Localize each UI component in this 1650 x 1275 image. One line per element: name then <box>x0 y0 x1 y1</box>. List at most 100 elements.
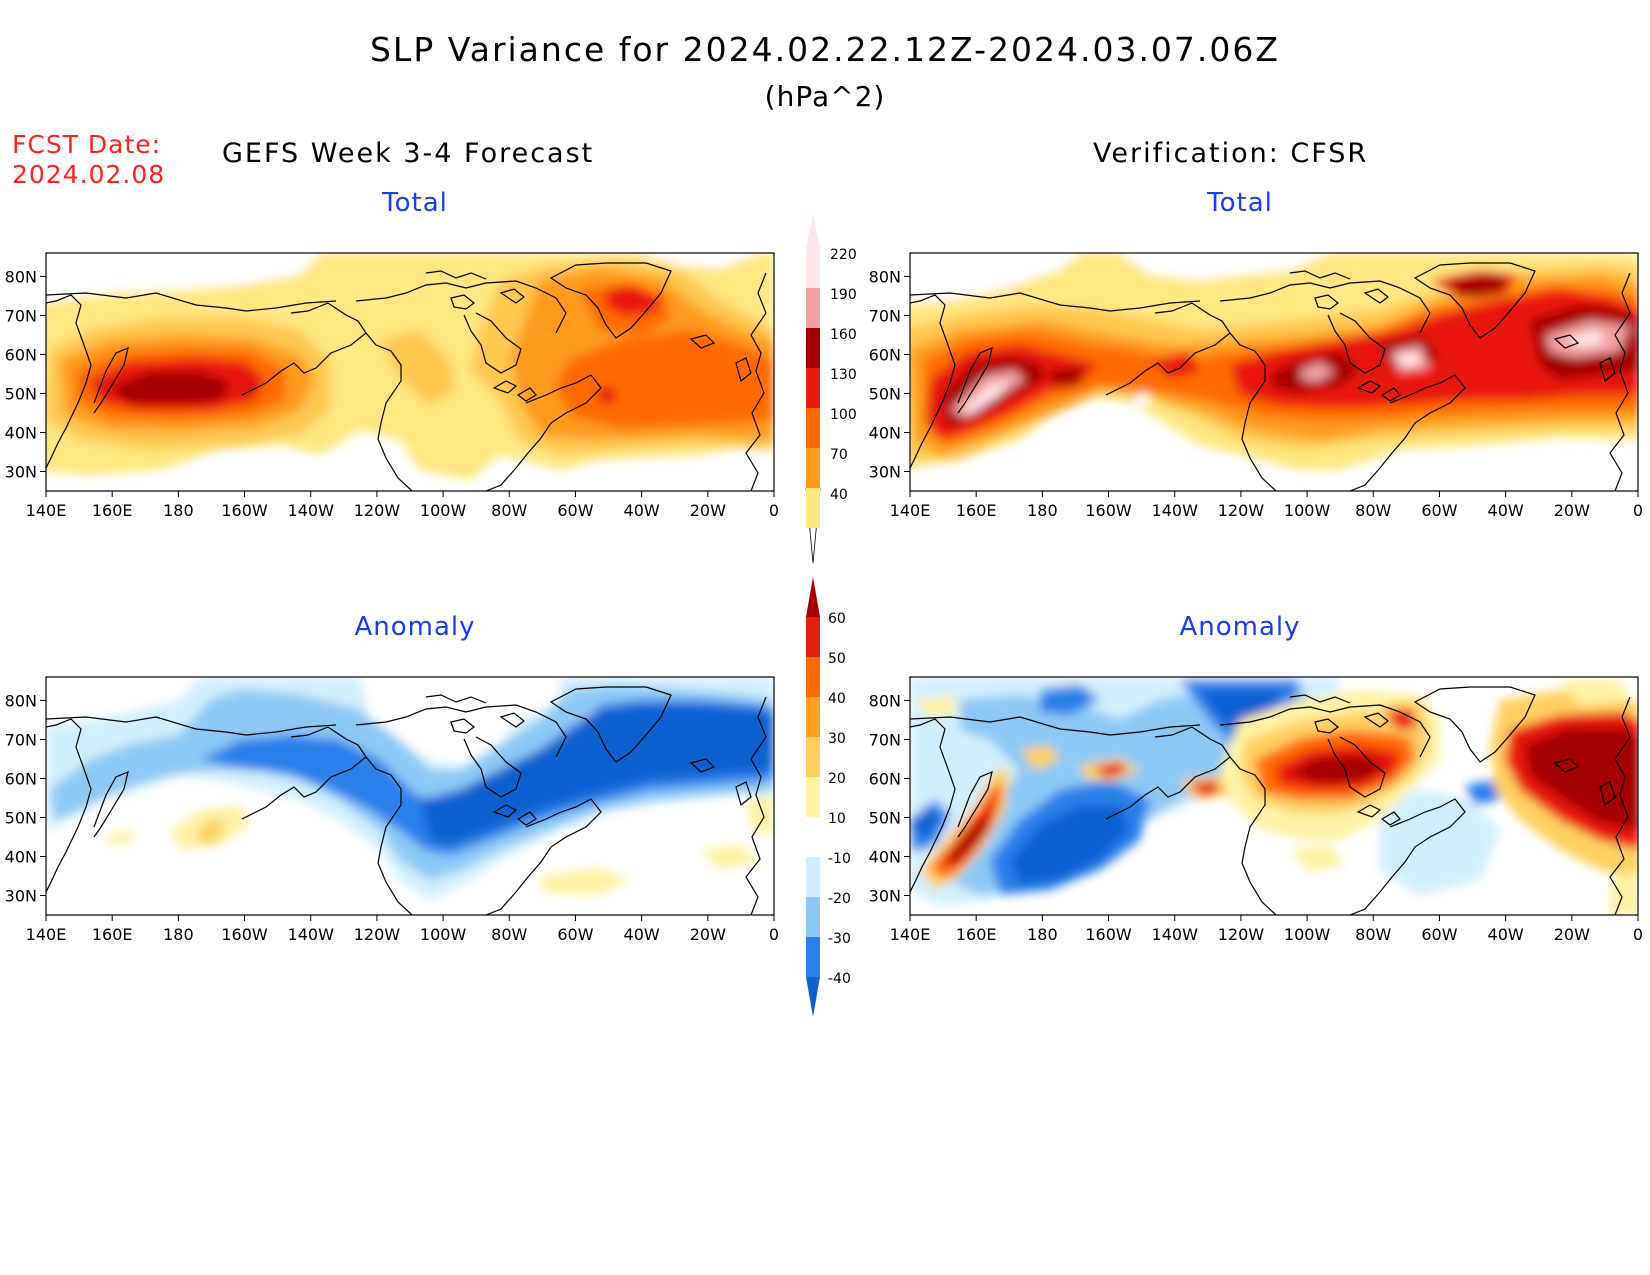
colorbar-label: 190 <box>830 287 857 303</box>
y-tick-label: 80N <box>5 691 37 710</box>
colorbar-swatch <box>806 817 820 857</box>
x-tick-label: 40W <box>624 925 660 944</box>
colorbar-arrow-high <box>806 577 820 617</box>
y-tick-label: 60N <box>5 769 37 788</box>
colorbar-swatch <box>806 288 820 328</box>
colorbar-swatch <box>806 657 820 697</box>
panel-title-verification-total: Total <box>1207 188 1273 218</box>
x-tick-label: 60W <box>1421 501 1457 520</box>
x-tick-label: 140W <box>288 501 335 520</box>
x-tick-label: 60W <box>557 925 593 944</box>
colorbar-label: 220 <box>830 247 857 263</box>
x-tick-label: 160W <box>1085 925 1132 944</box>
x-tick-label: 140E <box>26 925 67 944</box>
y-tick-label: 70N <box>869 306 901 325</box>
panel-title-forecast-total: Total <box>382 188 448 218</box>
colorbar-swatch <box>806 213 820 288</box>
x-tick-label: 120W <box>1218 925 1265 944</box>
colorbar-label: 160 <box>830 327 857 343</box>
y-tick-label: 50N <box>5 384 37 403</box>
map-verification-total <box>909 252 1639 492</box>
y-tick-label: 40N <box>869 423 901 442</box>
x-tick-label: 20W <box>1554 925 1590 944</box>
x-tick-label: 160W <box>221 925 268 944</box>
y-tick-label: 30N <box>869 462 901 481</box>
x-tick-label: 0 <box>769 501 779 520</box>
panel-title-verification-anomaly: Anomaly <box>1179 612 1301 642</box>
figure-title: SLP Variance for 2024.02.22.12Z-2024.03.… <box>369 30 1281 69</box>
x-tick-label: 80W <box>1355 501 1391 520</box>
colorbar-label: 50 <box>828 651 846 667</box>
colorbar-label: -10 <box>828 851 851 867</box>
colorbar-swatch <box>806 737 820 777</box>
y-tick-label: 80N <box>869 691 901 710</box>
colorbar-label: -20 <box>828 891 851 907</box>
y-tick-label: 30N <box>5 886 37 905</box>
colorbar-label: 100 <box>830 407 857 423</box>
x-tick-label: 120W <box>1218 501 1265 520</box>
y-tick-label: 40N <box>5 847 37 866</box>
x-tick-label: 80W <box>491 925 527 944</box>
x-tick-label: 160W <box>1085 501 1132 520</box>
colorbar-label: 60 <box>828 611 846 627</box>
fcst-date-value: 2024.02.08 <box>12 160 166 189</box>
x-tick-label: 40W <box>1488 925 1524 944</box>
colorbar-label: -30 <box>828 931 851 947</box>
colorbar-swatch <box>806 368 820 408</box>
y-tick-label: 60N <box>5 345 37 364</box>
right-column-title: Verification: CFSR <box>1093 138 1369 169</box>
y-tick-label: 80N <box>5 267 37 286</box>
y-tick-label: 30N <box>5 462 37 481</box>
anomaly-colorbar: 60 50 40 30 20 10 -10 -20 -30 -40 <box>806 577 851 1017</box>
colorbar-label: 70 <box>830 447 848 463</box>
y-tick-label: 30N <box>869 886 901 905</box>
x-tick-label: 40W <box>624 501 660 520</box>
x-tick-label: 60W <box>1421 925 1457 944</box>
colorbar-label: 40 <box>830 487 848 503</box>
y-tick-label: 50N <box>869 808 901 827</box>
x-tick-label: 100W <box>1284 925 1331 944</box>
x-tick-label: 0 <box>1633 925 1643 944</box>
y-tick-label: 60N <box>869 345 901 364</box>
x-tick-label: 160W <box>221 501 268 520</box>
x-tick-label: 180 <box>163 925 194 944</box>
x-tick-label: 100W <box>420 925 467 944</box>
y-tick-label: 40N <box>869 847 901 866</box>
x-tick-label: 80W <box>491 501 527 520</box>
y-tick-label: 50N <box>869 384 901 403</box>
x-tick-label: 20W <box>1554 501 1590 520</box>
panel-title-forecast-anomaly: Anomaly <box>354 612 476 642</box>
y-tick-label: 50N <box>5 808 37 827</box>
y-tick-label: 60N <box>869 769 901 788</box>
x-tick-label: 20W <box>690 501 726 520</box>
colorbar-swatch <box>806 697 820 737</box>
total-colorbar: 40 70 100 130 160 190 220 <box>805 213 857 564</box>
x-tick-label: 140E <box>26 501 67 520</box>
x-tick-label: 60W <box>557 501 593 520</box>
fcst-date-label: FCST Date: <box>12 130 162 159</box>
x-tick-label: 80W <box>1355 925 1391 944</box>
x-tick-label: 140W <box>1152 925 1199 944</box>
x-tick-label: 140W <box>1152 501 1199 520</box>
x-tick-label: 0 <box>1633 501 1643 520</box>
colorbar-swatch <box>806 328 820 368</box>
colorbar-label: 20 <box>828 771 846 787</box>
x-tick-label: 0 <box>769 925 779 944</box>
x-tick-label: 140E <box>890 925 931 944</box>
x-tick-label: 120W <box>354 501 401 520</box>
y-tick-label: 70N <box>869 730 901 749</box>
x-tick-label: 160E <box>92 501 133 520</box>
y-tick-label: 70N <box>5 306 37 325</box>
colorbar-label: 40 <box>828 691 846 707</box>
colorbar-arrow-low <box>806 977 820 1017</box>
x-tick-label: 160E <box>92 925 133 944</box>
map-axes: 140E 160E 180 160W 140W 120W 100W 80W 60W 40W 20W 0… <box>5 267 1643 944</box>
map-verification-anomaly <box>909 676 1639 916</box>
colorbar-swatch <box>806 488 820 528</box>
x-tick-label: 160E <box>956 501 997 520</box>
x-tick-label: 140W <box>288 925 335 944</box>
colorbar-swatch <box>806 448 820 488</box>
map-forecast-total <box>45 252 775 492</box>
x-tick-label: 100W <box>420 501 467 520</box>
